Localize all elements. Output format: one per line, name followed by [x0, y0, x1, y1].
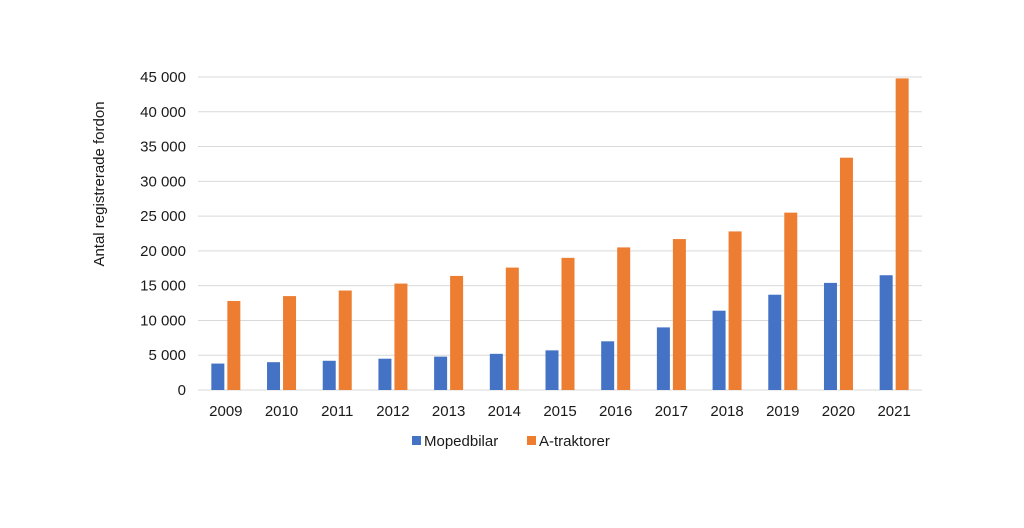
bar-a-traktorer-2010	[283, 296, 297, 390]
y-tick-labels: 0 5 000 10 000 15 000 20 000 25 000 30 000 35 0…	[140, 69, 186, 399]
legend: Mopedbilar A-traktorer	[412, 433, 610, 450]
x-tick-label: 2016	[599, 403, 632, 420]
bar-mopedbilar-2009	[211, 363, 225, 390]
legend-label: A-traktorer	[539, 433, 610, 450]
bar-mopedbilar-2012	[378, 358, 392, 390]
bar-mopedbilar-2015	[545, 350, 559, 390]
x-tick-label: 2014	[488, 403, 521, 420]
bar-mopedbilar-2016	[601, 341, 615, 390]
bar-mopedbilar-2017	[656, 327, 670, 390]
bar-a-traktorer-2015	[561, 257, 575, 390]
bar-a-traktorer-2009	[227, 300, 241, 390]
grid-lines	[198, 76, 922, 391]
x-tick-labels: 2009 2010 2011 2012 2013 2014 2015 2016 2017 2018…	[209, 403, 911, 420]
x-tick-label: 2017	[655, 403, 688, 420]
bar-mopedbilar-2011	[322, 360, 336, 390]
x-tick-label: 2010	[265, 403, 298, 420]
x-tick-label: 2015	[543, 403, 576, 420]
bar-a-traktorer-2016	[617, 247, 631, 390]
bar-a-traktorer-2014	[505, 267, 519, 390]
y-axis-label: Antal registrerade fordon	[91, 101, 108, 266]
y-tick-label: 0	[178, 382, 186, 399]
bar-a-traktorer-2021	[895, 78, 909, 390]
bars	[211, 78, 909, 390]
bar-mopedbilar-2019	[768, 294, 782, 390]
legend-swatch	[527, 436, 536, 445]
bar-a-traktorer-2013	[450, 275, 464, 390]
x-tick-label: 2020	[822, 403, 855, 420]
y-tick-label: 35 000	[140, 139, 186, 156]
y-tick-label: 5 000	[148, 347, 186, 364]
legend-label: Mopedbilar	[424, 433, 498, 450]
bar-a-traktorer-2011	[338, 290, 352, 390]
bar-a-traktorer-2018	[728, 231, 742, 390]
bar-a-traktorer-2020	[839, 157, 853, 390]
bar-mopedbilar-2021	[879, 275, 893, 390]
x-tick-label: 2019	[766, 403, 799, 420]
x-tick-label: 2012	[376, 403, 409, 420]
bar-mopedbilar-2020	[823, 282, 837, 390]
x-tick-label: 2018	[710, 403, 743, 420]
x-tick-label: 2013	[432, 403, 465, 420]
y-tick-label: 20 000	[140, 243, 186, 260]
x-tick-label: 2011	[321, 403, 353, 420]
y-tick-label: 15 000	[140, 278, 186, 295]
y-tick-label: 10 000	[140, 312, 186, 329]
bar-mopedbilar-2013	[434, 356, 448, 390]
y-tick-label: 25 000	[140, 208, 186, 225]
bar-a-traktorer-2017	[672, 239, 686, 390]
y-tick-label: 40 000	[140, 104, 186, 121]
y-tick-label: 30 000	[140, 173, 186, 190]
legend-swatch	[412, 436, 421, 445]
bar-a-traktorer-2012	[394, 283, 408, 390]
bar-mopedbilar-2010	[267, 362, 281, 390]
bar-a-traktorer-2019	[784, 212, 798, 390]
bar-mopedbilar-2014	[489, 353, 503, 390]
y-tick-label: 45 000	[140, 69, 186, 86]
x-tick-label: 2021	[877, 403, 910, 420]
x-tick-label: 2009	[209, 403, 242, 420]
bar-mopedbilar-2018	[712, 310, 726, 390]
